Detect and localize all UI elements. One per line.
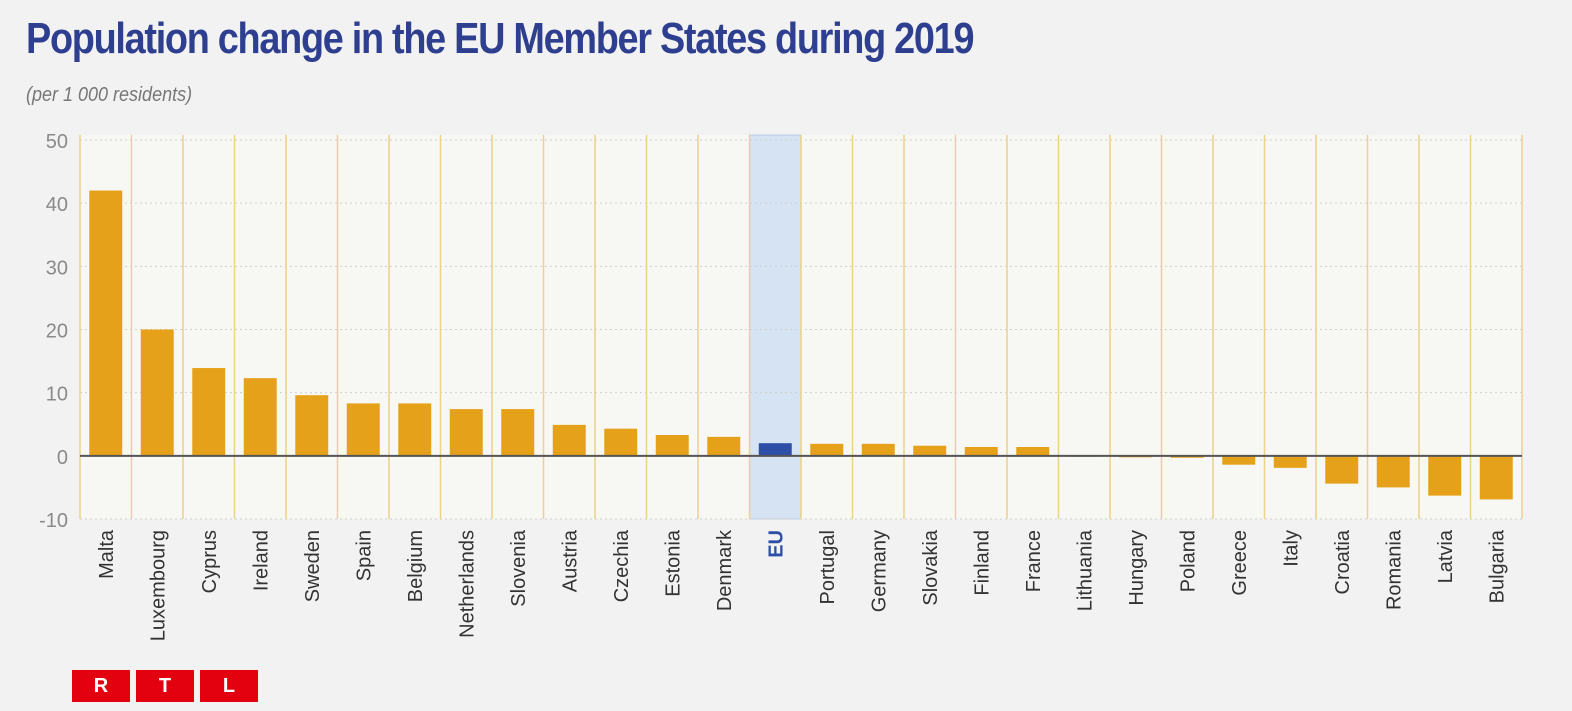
- y-tick-label: 20: [46, 321, 68, 343]
- rtl-logo: R T L: [72, 670, 258, 702]
- bar: [398, 403, 432, 456]
- bar: [192, 368, 226, 456]
- bar: [295, 395, 329, 456]
- y-tick-label: 50: [46, 131, 68, 153]
- x-tick-label: France: [1023, 530, 1045, 592]
- bar: [655, 434, 689, 456]
- bar: [913, 445, 947, 456]
- x-tick-label: Italy: [1280, 530, 1302, 567]
- bar: [1273, 455, 1307, 468]
- bar: [243, 378, 277, 456]
- x-tick-label: Malta: [96, 529, 118, 579]
- bar: [810, 443, 844, 456]
- x-tick-label: Portugal: [817, 530, 839, 605]
- x-tick-label: Sweden: [302, 530, 324, 602]
- x-tick-label: Lithuania: [1074, 529, 1096, 611]
- bar: [1222, 455, 1256, 465]
- x-tick-label: Czechia: [611, 529, 633, 602]
- bar: [89, 190, 123, 456]
- x-tick-label: Cyprus: [199, 530, 221, 593]
- bar: [861, 443, 895, 456]
- x-tick-label: Romania: [1383, 529, 1405, 610]
- x-tick-label: Spain: [353, 530, 375, 581]
- bar: [449, 409, 483, 456]
- x-tick-label: Latvia: [1435, 529, 1457, 583]
- bar: [140, 329, 174, 456]
- bar: [1428, 455, 1462, 496]
- x-tick-label: Ireland: [250, 530, 272, 591]
- bar: [758, 443, 792, 456]
- bar: [552, 424, 586, 456]
- bar: [1325, 455, 1359, 484]
- chart-title: Population change in the EU Member State…: [26, 14, 974, 63]
- logo-letter: L: [200, 670, 258, 702]
- x-tick-label: Slovakia: [920, 529, 942, 605]
- x-tick-label: Luxembourg: [147, 530, 169, 641]
- bar: [964, 446, 998, 456]
- x-tick-label: Belgium: [405, 530, 427, 602]
- bar: [707, 436, 741, 456]
- y-tick-label: 30: [46, 257, 68, 279]
- y-tick-label: 40: [46, 194, 68, 216]
- y-tick-label: -10: [39, 510, 68, 532]
- x-tick-label: Denmark: [714, 529, 736, 611]
- bar: [501, 409, 535, 456]
- x-tick-label: Netherlands: [456, 530, 478, 638]
- logo-letter: R: [72, 670, 130, 702]
- logo-letter: T: [136, 670, 194, 702]
- x-tick-label: Germany: [868, 530, 890, 612]
- x-tick-label: Croatia: [1332, 529, 1354, 594]
- bar: [1479, 455, 1513, 500]
- bar: [604, 428, 638, 456]
- x-tick-label: Austria: [559, 529, 581, 592]
- x-tick-label: Bulgaria: [1486, 529, 1508, 603]
- x-tick-label: Greece: [1229, 530, 1251, 596]
- eu-highlight-band: [749, 134, 802, 520]
- x-tick-label: Estonia: [662, 529, 684, 597]
- x-tick-label: Slovenia: [508, 529, 530, 607]
- x-tick-label: Poland: [1177, 530, 1199, 592]
- chart-subtitle: (per 1 000 residents): [26, 84, 193, 106]
- bar: [1016, 446, 1050, 456]
- bar: [1376, 455, 1410, 488]
- bar: [346, 403, 380, 456]
- x-tick-label: EU: [765, 530, 787, 558]
- x-tick-label: Hungary: [1126, 530, 1148, 606]
- y-tick-label: 0: [57, 447, 68, 469]
- y-tick-label: 10: [46, 384, 68, 406]
- x-tick-label: Finland: [971, 530, 993, 596]
